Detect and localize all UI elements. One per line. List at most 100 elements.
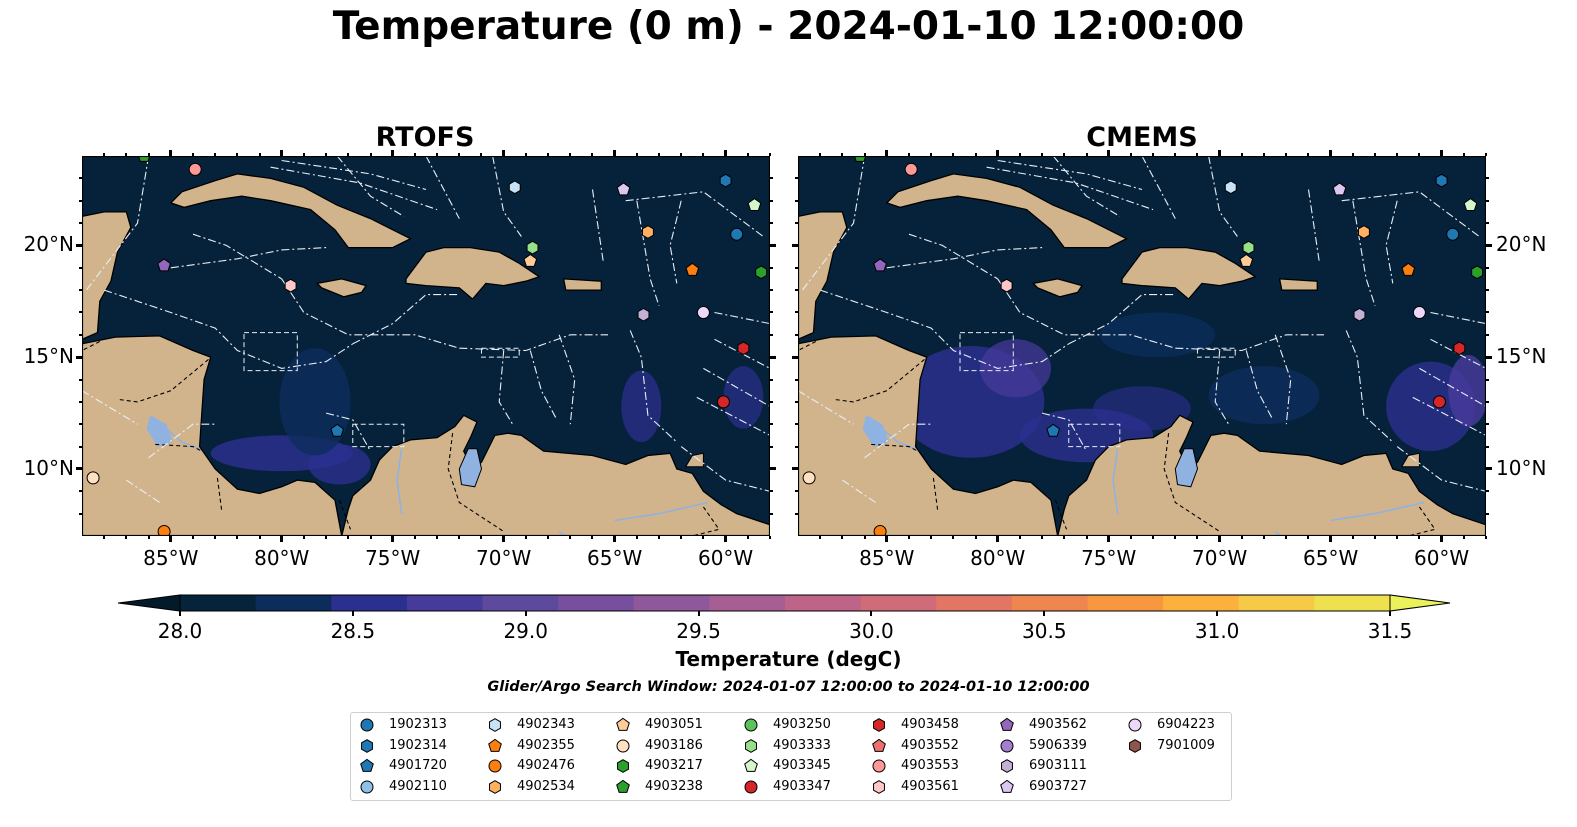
legend-marker	[1128, 718, 1142, 732]
lat-minor-tick	[795, 333, 798, 336]
lon-minor-tick	[952, 153, 955, 156]
lon-minor-tick	[1018, 536, 1021, 539]
legend-label: 4903051	[645, 717, 703, 732]
jamaica-land	[315, 278, 368, 298]
legend-marker	[1001, 759, 1013, 773]
colorbar-tick-label: 30.5	[1022, 619, 1067, 643]
boundary-box	[480, 347, 520, 358]
legend-marker	[616, 717, 630, 731]
colorbar-segment	[180, 595, 257, 611]
lon-minor-tick	[236, 153, 239, 156]
lon-tick-mark	[996, 536, 1000, 542]
lon-minor-tick	[1063, 153, 1066, 156]
lon-tick-mark	[169, 150, 173, 156]
eez-boundary	[798, 390, 854, 425]
lat-tick-mark	[792, 243, 798, 247]
temperature-patch	[1093, 386, 1191, 431]
float-marker-6903111	[637, 307, 650, 322]
cuba-land	[885, 173, 1128, 249]
cmems-map[interactable]	[798, 156, 1486, 536]
eez-boundary	[1352, 200, 1376, 306]
country-border	[932, 477, 939, 512]
lon-minor-tick	[1485, 153, 1487, 156]
eez-boundary	[636, 200, 660, 306]
lon-tick-mark	[1329, 536, 1333, 542]
eez-boundary	[1052, 156, 1121, 217]
panel-title-rtofs: RTOFS	[375, 122, 475, 153]
eez-boundary	[498, 350, 514, 425]
legend-label: 4902355	[517, 737, 575, 753]
lat-minor-tick	[79, 289, 82, 292]
lon-tick-label: 70°W	[476, 546, 532, 570]
lon-tick-mark	[391, 536, 395, 542]
lon-minor-tick	[1418, 536, 1421, 539]
colorbar-extend-min	[117, 594, 181, 612]
eez-boundary	[842, 479, 877, 503]
eez-boundary	[192, 233, 282, 280]
legend-marker	[872, 759, 886, 773]
colorbar-tick-mark	[524, 611, 527, 616]
lon-minor-tick	[103, 153, 106, 156]
float-marker-6904223	[1412, 305, 1426, 319]
legend-label: 4903186	[645, 737, 703, 753]
lon-tick-mark	[502, 150, 506, 156]
float-marker-1902313	[1446, 227, 1460, 241]
lon-minor-tick	[1285, 153, 1288, 156]
rtofs-map[interactable]	[82, 156, 770, 536]
lat-minor-tick	[770, 177, 773, 180]
lon-minor-tick	[974, 536, 977, 539]
legend-marker	[873, 718, 885, 732]
lat-tick-mark	[1486, 355, 1492, 359]
lon-minor-tick	[702, 536, 705, 539]
legend-marker-hexagon-icon	[873, 779, 885, 794]
country-border	[871, 443, 919, 452]
lon-minor-tick	[635, 536, 638, 539]
central-america-land	[82, 335, 343, 536]
temperature-patch	[1099, 312, 1216, 358]
legend-marker	[488, 738, 502, 752]
legend-marker	[744, 758, 758, 772]
eez-boundary	[459, 334, 608, 352]
lon-minor-tick	[863, 536, 866, 539]
lon-minor-tick	[191, 536, 194, 539]
lat-tick-mark	[770, 355, 776, 359]
lon-minor-tick	[125, 536, 128, 539]
lat-minor-tick	[79, 222, 82, 225]
eez-boundary	[864, 423, 932, 459]
legend-marker-circle-icon	[1000, 739, 1014, 752]
colorbar	[117, 594, 1451, 612]
float-marker-4902355	[1401, 262, 1416, 276]
lat-tick-label: 15°N	[23, 344, 74, 369]
eez-boundary	[1385, 200, 1398, 284]
country-border	[119, 358, 209, 403]
lon-minor-tick	[1351, 153, 1354, 156]
lat-minor-tick	[79, 400, 82, 403]
lon-minor-tick	[1351, 536, 1354, 539]
colorbar-segment	[482, 595, 559, 611]
float-marker-4901720	[1046, 423, 1061, 437]
country-border	[447, 433, 505, 532]
eez-boundary	[104, 289, 354, 369]
eez-boundary	[1345, 330, 1394, 443]
float-marker-4903561	[1000, 278, 1013, 293]
legend-label: 4903345	[773, 758, 831, 773]
lon-minor-tick	[347, 536, 350, 539]
trinidad-land	[1400, 452, 1420, 468]
legend-label: 4903553	[901, 758, 959, 773]
lat-minor-tick	[770, 222, 773, 225]
lat-minor-tick	[770, 512, 773, 515]
legend-label: 4903333	[773, 737, 831, 753]
legend-label: 6903111	[1029, 758, 1087, 773]
eez-boundary	[148, 423, 216, 459]
lon-minor-tick	[103, 536, 106, 539]
lon-minor-tick	[347, 153, 350, 156]
lon-tick-mark	[1107, 536, 1111, 542]
float-marker-4903562	[873, 258, 887, 272]
lon-minor-tick	[1374, 536, 1377, 539]
float-marker-4903458	[737, 341, 750, 356]
lon-tick-mark	[1440, 150, 1444, 156]
lon-tick-mark	[613, 536, 617, 542]
colorbar-segment	[255, 595, 332, 611]
lat-minor-tick	[770, 311, 773, 314]
lon-minor-tick	[1085, 536, 1088, 539]
